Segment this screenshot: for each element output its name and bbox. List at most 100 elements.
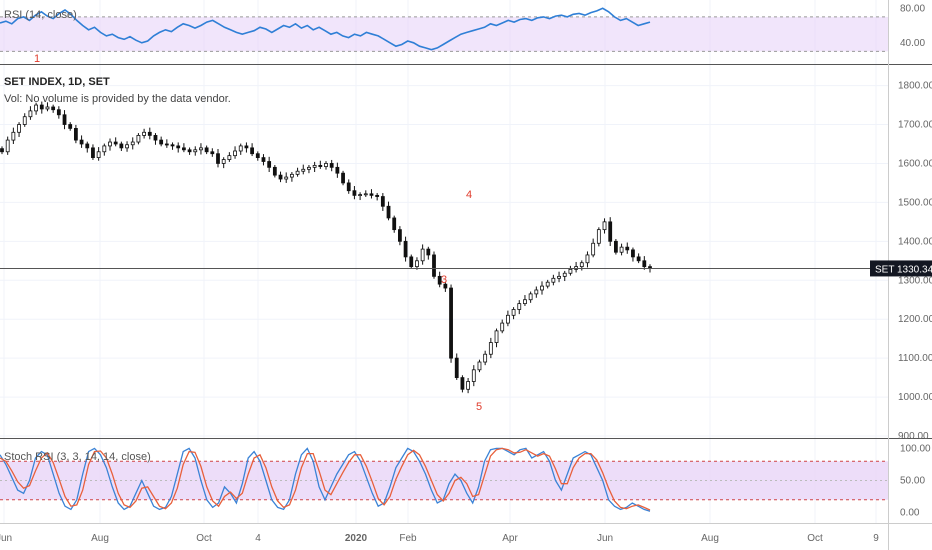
candle-body bbox=[608, 221, 613, 242]
wave-label: 1 bbox=[34, 53, 40, 65]
price-candle bbox=[449, 284, 453, 363]
price-candle bbox=[517, 300, 522, 315]
price-candle bbox=[147, 127, 152, 140]
price-candle bbox=[500, 319, 505, 334]
price-candle bbox=[56, 106, 61, 119]
candle-body bbox=[159, 139, 164, 145]
price-candle bbox=[0, 146, 4, 155]
candle-body bbox=[142, 131, 147, 136]
candle-body bbox=[62, 114, 67, 125]
price-candle bbox=[363, 190, 368, 197]
candle-body bbox=[397, 229, 402, 242]
last-price-value: 1330.34 bbox=[897, 264, 932, 275]
rsi-tick-label: 40.00 bbox=[900, 38, 925, 49]
price-candle bbox=[625, 242, 630, 254]
candle-body bbox=[210, 151, 215, 155]
price-candle bbox=[437, 271, 442, 288]
price-candle bbox=[102, 143, 107, 156]
candle-body bbox=[466, 381, 471, 390]
candle-body bbox=[551, 277, 556, 283]
candle-body bbox=[579, 262, 584, 268]
price-tick-label: 1600.00 bbox=[898, 158, 932, 169]
price-candle bbox=[267, 156, 272, 173]
candle-body bbox=[534, 289, 539, 295]
candle-body bbox=[5, 139, 10, 153]
price-candle bbox=[460, 375, 465, 393]
candle-body bbox=[181, 147, 186, 151]
candle-body bbox=[562, 272, 567, 277]
price-candle bbox=[386, 201, 391, 221]
candle-body bbox=[477, 361, 482, 371]
price-candle bbox=[45, 102, 50, 112]
price-tick-label: 1200.00 bbox=[898, 314, 932, 325]
price-candle bbox=[380, 193, 385, 211]
candle-body bbox=[238, 145, 243, 152]
last-price-badge bbox=[870, 260, 932, 277]
candle-body bbox=[613, 240, 618, 253]
time-tick-label: 9 bbox=[873, 533, 879, 544]
price-candle bbox=[324, 161, 328, 170]
price-candle bbox=[528, 291, 533, 303]
candle-body bbox=[432, 254, 436, 277]
price-candle bbox=[585, 251, 590, 268]
price-candle bbox=[341, 170, 345, 186]
candle-body bbox=[176, 145, 181, 149]
candle-body bbox=[56, 109, 61, 116]
price-candle bbox=[250, 143, 255, 157]
price-candle bbox=[221, 157, 226, 169]
candle-body bbox=[415, 260, 419, 268]
price-candle bbox=[91, 144, 95, 160]
price-candle bbox=[210, 148, 215, 157]
price-candle bbox=[278, 171, 283, 183]
candle-body bbox=[272, 166, 277, 176]
candle-body bbox=[119, 143, 124, 149]
candle-body bbox=[85, 143, 90, 149]
candle-body bbox=[540, 285, 544, 291]
price-candle bbox=[125, 141, 129, 152]
candle-body bbox=[301, 168, 306, 172]
price-candle bbox=[11, 127, 16, 144]
candle-body bbox=[73, 128, 78, 141]
candle-body bbox=[130, 141, 135, 146]
price-candle bbox=[346, 179, 351, 194]
price-candle bbox=[562, 270, 567, 282]
candle-body bbox=[358, 194, 363, 196]
price-pane: 1 4 3 5 bbox=[0, 53, 888, 413]
price-candle bbox=[511, 307, 516, 320]
candle-body bbox=[568, 268, 573, 274]
price-candle bbox=[375, 193, 380, 201]
price-candle bbox=[477, 359, 482, 373]
candle-body bbox=[420, 248, 425, 262]
candle-body bbox=[307, 166, 311, 170]
candle-body bbox=[221, 159, 226, 164]
candle-body bbox=[335, 166, 340, 174]
price-candle bbox=[136, 133, 141, 145]
candle-body bbox=[312, 164, 317, 168]
time-tick-label: Feb bbox=[399, 533, 417, 544]
price-candle bbox=[261, 154, 266, 166]
candle-body bbox=[426, 248, 431, 256]
price-candle bbox=[483, 350, 488, 366]
candle-body bbox=[11, 131, 16, 141]
candle-body bbox=[324, 163, 328, 167]
candle-body bbox=[625, 246, 630, 251]
price-candle bbox=[39, 101, 44, 114]
candle-body bbox=[45, 106, 50, 110]
candle-body bbox=[329, 163, 334, 168]
price-candle bbox=[397, 226, 402, 246]
stoch-k-line bbox=[0, 447, 651, 512]
price-candle bbox=[466, 377, 471, 394]
candle-body bbox=[483, 353, 488, 363]
price-candle bbox=[108, 138, 112, 151]
candle-body bbox=[261, 157, 266, 162]
price-candle bbox=[181, 143, 186, 153]
time-tick-label: Oct bbox=[807, 533, 823, 544]
time-tick-label: Aug bbox=[701, 533, 719, 544]
chart-title: SET INDEX, 1D, SET bbox=[4, 76, 110, 88]
price-candle bbox=[352, 186, 357, 200]
price-candle bbox=[79, 135, 84, 148]
candle-body bbox=[295, 170, 300, 175]
price-tick-label: 1500.00 bbox=[898, 197, 932, 208]
candle-body bbox=[517, 303, 522, 310]
